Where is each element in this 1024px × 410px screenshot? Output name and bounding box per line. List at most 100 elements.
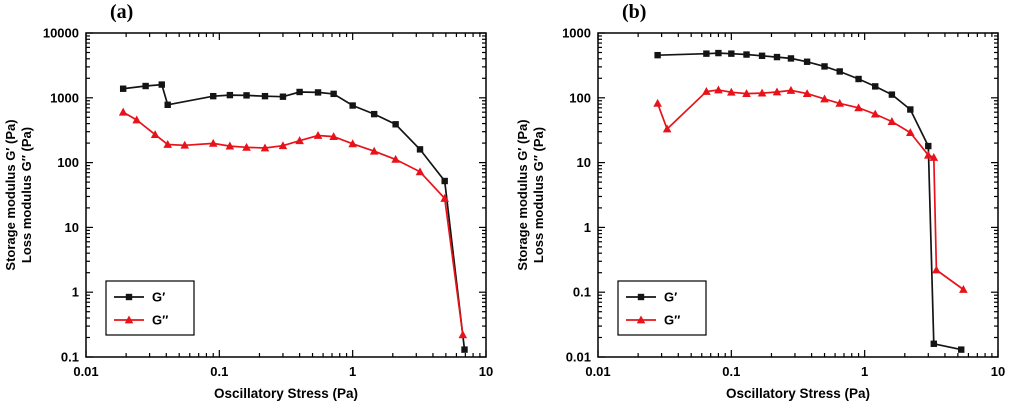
y-tick-label: 10000	[43, 26, 79, 41]
y-tick-label: 0.1	[61, 350, 79, 365]
marker-triangle	[124, 315, 134, 324]
marker-square	[370, 110, 378, 118]
marker-square	[728, 50, 735, 57]
x-tick-label: 10	[479, 364, 493, 379]
plot-box	[85, 32, 487, 358]
legend-label: G′	[152, 290, 165, 305]
marker-triangle	[118, 107, 128, 116]
marker-triangle	[702, 87, 711, 95]
series-line	[656, 89, 964, 291]
marker-square	[279, 93, 287, 100]
x-tick-label: 0.1	[722, 364, 740, 379]
marker-triangle	[369, 146, 379, 155]
chart-panel-b: 0.01 0.1 1 10 0.01 0.1 1 10 100 1000 G′ G″ Oscillato…	[515, 26, 1005, 402]
series-loss-modulus	[118, 107, 468, 339]
marker-square	[119, 85, 127, 92]
marker-triangle	[260, 143, 270, 152]
marker-square	[210, 92, 217, 100]
marker-square	[925, 142, 932, 150]
marker-triangle	[929, 152, 939, 161]
marker-triangle	[802, 89, 812, 98]
panel-a: (a) 0.01 0.1 1 10 0.1 1 10 100 1000 10000 G′ G″ Osci…	[3, 1, 493, 402]
marker-triangle	[870, 109, 880, 118]
marker-square	[441, 177, 448, 185]
panel-b: (b) 0.01 0.1 1 10 0.01 0.1 1 10 100 1000 G′ G″ Oscil…	[512, 0, 1024, 410]
chart-panel-a: 0.01 0.1 1 100.1110100100010000G′G″Oscillat…	[3, 26, 493, 402]
marker-triangle	[854, 103, 863, 112]
marker-square	[314, 89, 322, 96]
x-tick-label: 0.01	[585, 364, 610, 379]
marker-triangle	[772, 87, 782, 96]
marker-triangle	[757, 88, 767, 97]
marker-triangle	[820, 94, 829, 103]
plot-box	[597, 32, 999, 358]
y-tick-label: 0.01	[566, 350, 591, 365]
marker-triangle	[150, 130, 160, 139]
legend-label: G″	[664, 313, 680, 328]
legend-box	[617, 280, 707, 336]
y-tick-label: 100	[569, 90, 591, 105]
marker-triangle	[959, 285, 968, 293]
marker-triangle	[225, 141, 235, 150]
marker-square	[654, 51, 661, 59]
marker-triangle	[391, 154, 400, 163]
marker-triangle	[923, 150, 933, 159]
marker-square	[243, 92, 250, 99]
marker-square	[703, 50, 710, 57]
marker-square	[296, 88, 303, 96]
marker-square	[226, 91, 234, 99]
panel-a-label: (a)	[110, 1, 134, 23]
y-tick-label: 10	[577, 155, 591, 170]
marker-square	[349, 102, 356, 109]
marker-triangle	[887, 117, 897, 125]
y-tick-label: 1000	[562, 26, 591, 41]
marker-triangle	[163, 140, 173, 148]
y-tick-label: 0.1	[573, 285, 591, 300]
marker-square	[758, 52, 766, 59]
marker-triangle	[932, 265, 941, 274]
marker-square	[125, 293, 133, 301]
marker-square	[821, 63, 828, 70]
y-tick-label: 10	[65, 220, 79, 235]
marker-square	[803, 58, 811, 65]
marker-square	[392, 121, 399, 128]
marker-triangle	[132, 115, 141, 124]
marker-triangle	[295, 136, 304, 145]
plot: 0.01 0.1 1 10 0.01 0.1 1 10 100 1000 G′ G″ Oscillato…	[515, 26, 1005, 402]
series-storage-modulus	[119, 81, 468, 353]
series-storage-modulus	[654, 49, 965, 353]
legend-label: G″	[152, 313, 168, 328]
legend: G′ G″	[617, 280, 707, 336]
legend-box	[105, 280, 195, 336]
x-tick-label: 1	[861, 364, 868, 379]
marker-triangle	[348, 139, 357, 148]
marker-triangle	[208, 138, 218, 147]
x-axis-title: Oscillatory Stress (Pa)	[726, 386, 870, 401]
marker-square	[773, 53, 781, 61]
x-tick-label: 0.1	[210, 364, 228, 379]
marker-square	[715, 49, 722, 57]
marker-square	[855, 75, 862, 83]
marker-triangle	[329, 132, 338, 140]
panel-b-label: (b)	[622, 1, 647, 23]
marker-square	[888, 91, 896, 98]
marker-triangle	[242, 142, 251, 151]
marker-triangle	[278, 141, 288, 150]
marker-square	[637, 293, 645, 301]
marker-triangle	[906, 128, 915, 137]
marker-square	[164, 101, 171, 108]
marker-square	[958, 346, 965, 353]
marker-triangle	[636, 315, 646, 324]
marker-square	[907, 106, 914, 113]
marker-triangle	[786, 85, 796, 94]
marker-square	[142, 82, 149, 90]
x-axis-title: Oscillatory Stress (Pa)	[214, 386, 358, 401]
marker-square	[743, 51, 750, 58]
x-tick-label: 1	[349, 364, 356, 379]
marker-square	[261, 92, 269, 100]
marker-square	[330, 90, 337, 98]
marker-triangle	[662, 124, 672, 133]
marker-square	[461, 346, 468, 353]
marker-triangle	[415, 167, 425, 176]
